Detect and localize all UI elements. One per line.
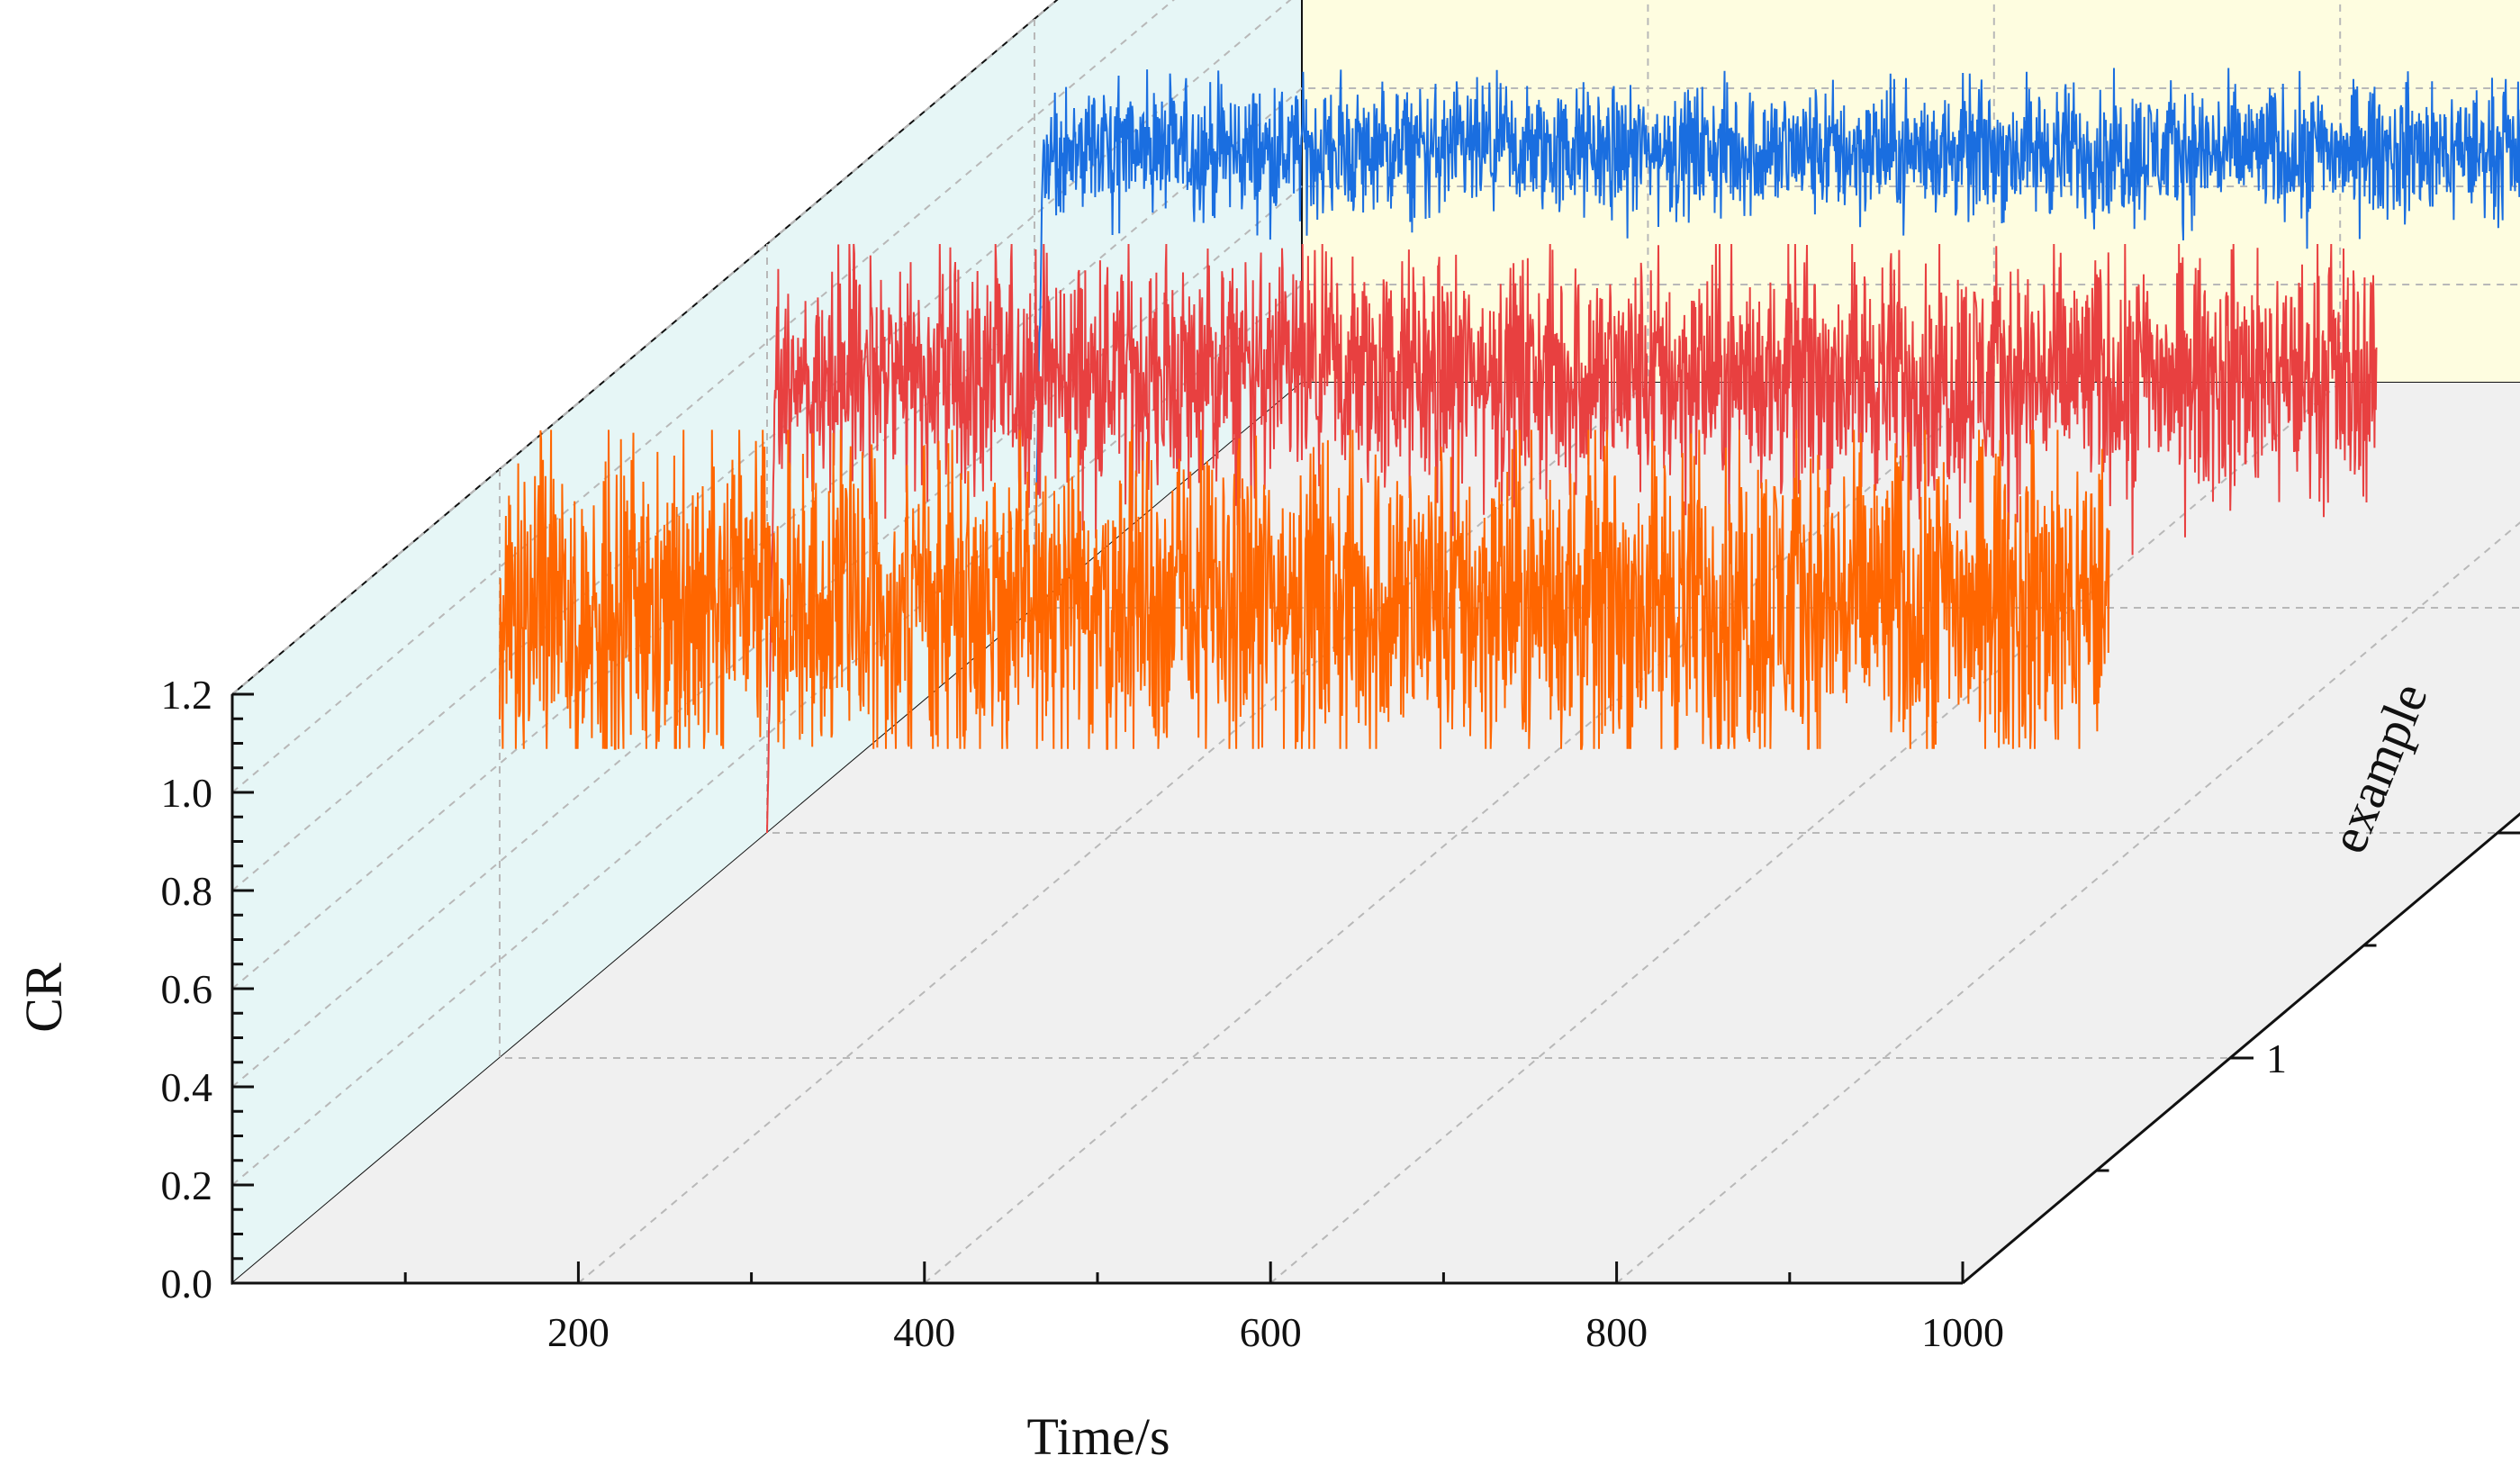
grid-line	[231, 87, 2520, 990]
series-line-3	[1034, 68, 2520, 609]
x-tick-label: 600	[1240, 1309, 1302, 1355]
y-axis-title: CR	[14, 963, 73, 1033]
grid-line	[577, 0, 1649, 1284]
grid-line	[766, 244, 2497, 834]
series-line-2	[766, 243, 2378, 834]
x-tick-label: 800	[1585, 1309, 1648, 1355]
x-tick-label: 400	[893, 1309, 955, 1355]
grid-line	[1615, 521, 2520, 1284]
grid-line	[231, 0, 1059, 695]
series-layer	[499, 68, 2520, 834]
grid-line	[231, 185, 2520, 1088]
grid-line	[1034, 19, 2520, 609]
z-tick-labels: 1 2 3	[2266, 1035, 2287, 1081]
y-tick-label: 0.8	[161, 868, 213, 914]
y-tick-label: 0.4	[161, 1064, 213, 1110]
x-axis-title: Time/s	[1026, 1407, 1170, 1466]
axes	[230, 692, 2520, 1285]
z-tick-label: 1	[2266, 1035, 2287, 1081]
y-tick-label: 0.2	[161, 1162, 213, 1208]
y-tick-label: 1.0	[161, 770, 213, 816]
y-tick-label: 0.6	[161, 966, 213, 1012]
y-tick-labels: 0.0 0.2 0.4 0.6 0.8 1.0 1.2	[161, 672, 213, 1307]
grid-line	[231, 0, 1175, 793]
x-tick-label: 200	[547, 1309, 610, 1355]
x-tick-label: 1000	[1921, 1309, 2004, 1355]
x-tick-labels: 200 400 600 800 1000	[547, 1309, 2004, 1355]
series-line-1	[499, 430, 2110, 750]
y-tick-label: 1.2	[161, 672, 213, 718]
y-tick-label: 0.0	[161, 1261, 213, 1307]
